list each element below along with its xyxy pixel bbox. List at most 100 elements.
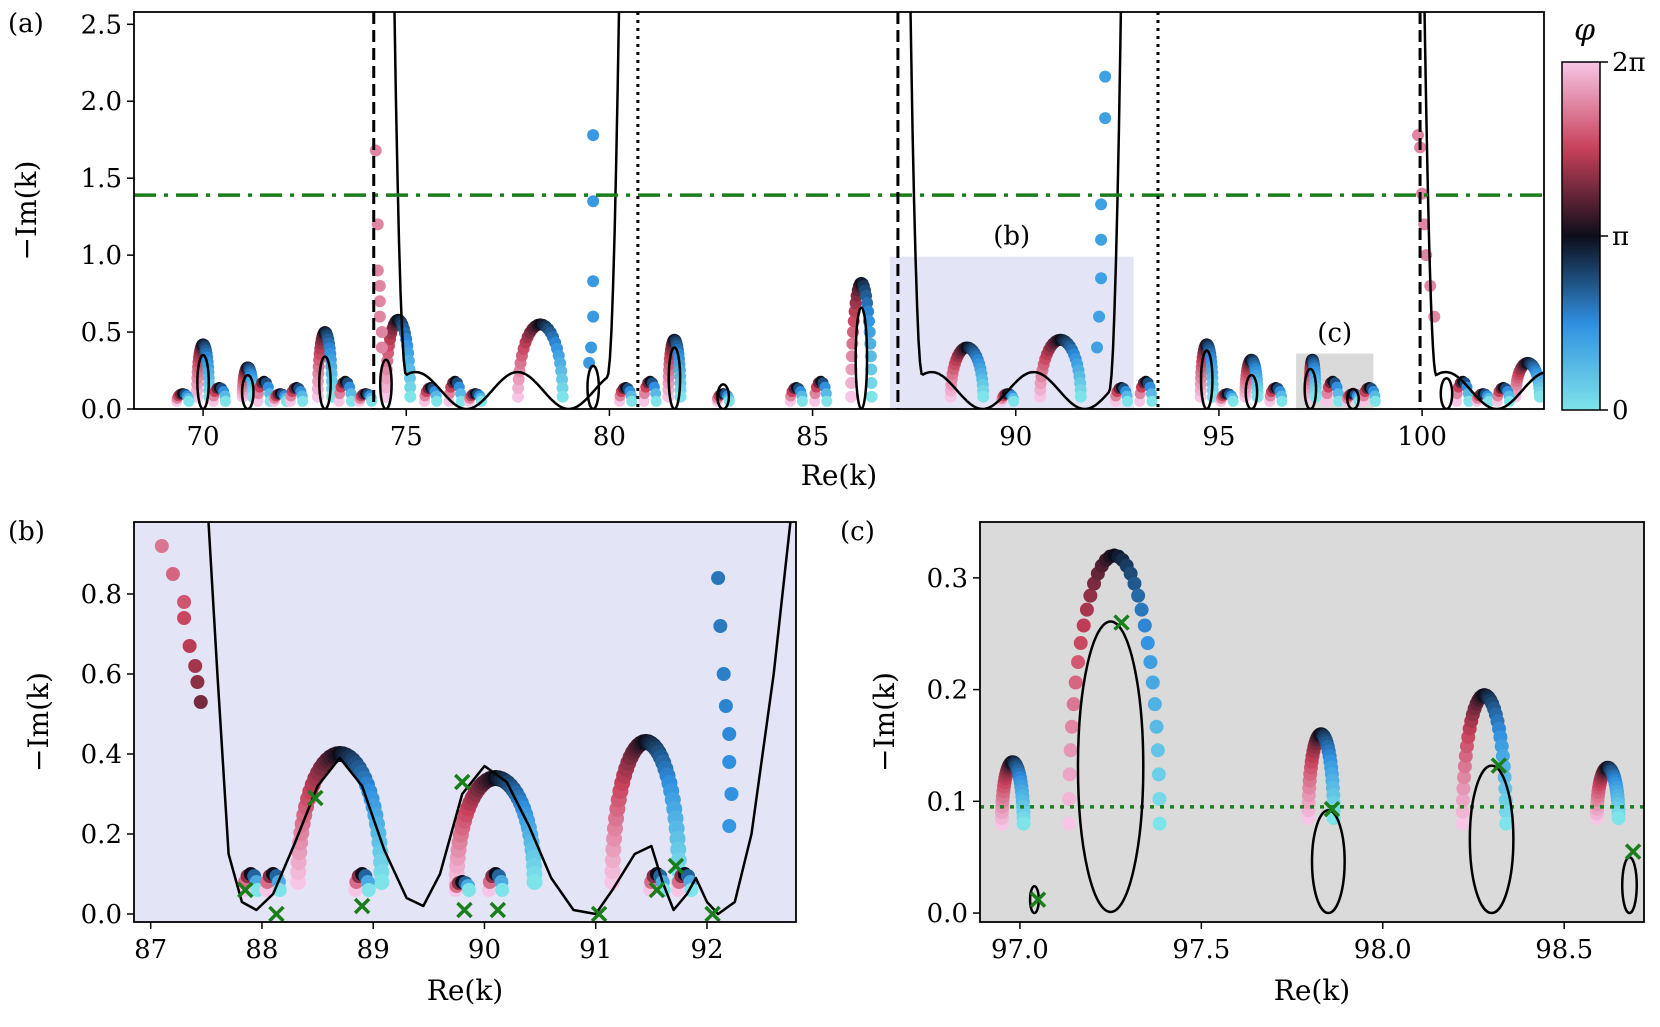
x-tick-label: 89 — [357, 935, 390, 965]
y-axis-label: −Im(k) — [22, 672, 55, 772]
black-curve — [909, 12, 1123, 409]
data-point — [1428, 310, 1441, 323]
y-tick-label: 0.2 — [81, 820, 122, 850]
data-point — [1533, 390, 1544, 403]
data-point — [1074, 390, 1087, 403]
plot-area — [134, 12, 1544, 409]
y-tick-label: 2.5 — [81, 10, 122, 40]
data-point — [455, 395, 467, 407]
data-point — [865, 376, 878, 389]
data-point — [1276, 395, 1288, 407]
data-point — [796, 395, 808, 407]
data-point — [1083, 588, 1098, 603]
y-tick-label: 2.0 — [81, 87, 122, 117]
data-point — [1063, 743, 1078, 758]
data-point — [1062, 791, 1077, 806]
data-point — [1149, 719, 1164, 734]
marker-x — [489, 901, 507, 919]
data-point — [361, 883, 376, 897]
data-point — [373, 279, 386, 292]
data-point — [1016, 816, 1031, 831]
x-tick-label: 98.5 — [1535, 935, 1593, 965]
y-tick-label: 0.3 — [927, 564, 968, 594]
panel-c: 97.0 97.5 98.0 98.5 0.0 0.1 0.2 0.3 Re(k) −Im(k) (… — [840, 517, 1645, 1007]
data-point — [1062, 767, 1077, 782]
plot-area — [154, 522, 792, 922]
marker-x — [667, 857, 685, 875]
y-axis-label: −Im(k) — [868, 672, 901, 772]
black-curve — [1423, 12, 1544, 409]
data-point — [188, 659, 203, 673]
inset-region-label: (b) — [993, 222, 1030, 252]
y-tick-label: 1.5 — [81, 164, 122, 194]
marker-x — [648, 881, 666, 899]
data-point — [1146, 395, 1158, 407]
panel-label: (b) — [8, 517, 45, 547]
data-point — [373, 874, 390, 890]
marker-x — [1624, 843, 1642, 860]
y-tick-label: 0.2 — [927, 676, 968, 706]
axes-frame — [979, 521, 1645, 923]
data-point — [1333, 395, 1345, 407]
data-point — [375, 341, 388, 354]
data-point — [1079, 602, 1094, 617]
x-tick-label: 97.0 — [991, 935, 1049, 965]
data-point — [1369, 395, 1381, 407]
x-tick-label: 92 — [690, 935, 723, 965]
data-point — [1152, 791, 1167, 806]
data-point — [404, 381, 417, 394]
data-point — [1095, 272, 1108, 285]
data-point — [373, 295, 386, 308]
data-point — [219, 395, 231, 407]
black-loop — [1310, 809, 1346, 915]
data-point — [1455, 793, 1470, 808]
data-point — [190, 675, 205, 689]
data-point — [1099, 70, 1112, 83]
x-tick-label: 90 — [468, 935, 501, 965]
data-point — [1151, 767, 1166, 782]
colorbar-label: φ — [1574, 13, 1595, 48]
data-point — [1127, 576, 1142, 591]
data-point — [511, 390, 524, 403]
marker-x — [1490, 757, 1508, 774]
data-point — [626, 395, 638, 407]
marker-x — [590, 905, 608, 922]
y-axis-label: −Im(k) — [10, 161, 43, 261]
data-point — [1611, 811, 1626, 826]
data-point — [1061, 816, 1076, 831]
data-point — [1457, 770, 1472, 785]
black-loop — [318, 355, 332, 409]
black-loop — [1468, 764, 1515, 915]
marker-x — [456, 901, 473, 919]
panel-b: 87 88 89 90 91 92 0.0 0.2 0.4 0.6 0.8 Re(k) −Im(k) (b… — [8, 517, 797, 1007]
black-curve — [393, 12, 621, 409]
data-point — [1095, 198, 1108, 211]
data-point — [718, 699, 733, 713]
inset-region-label: (c) — [1317, 319, 1352, 349]
data-point — [865, 390, 878, 403]
data-point — [1143, 655, 1158, 670]
data-point — [585, 341, 598, 354]
data-point — [1068, 675, 1083, 690]
data-point — [722, 819, 737, 833]
data-point — [716, 667, 731, 681]
data-point — [556, 390, 569, 403]
black-loop — [586, 364, 601, 409]
data-point — [1064, 719, 1079, 734]
data-point — [722, 727, 737, 741]
data-point — [1122, 395, 1134, 407]
data-point — [1227, 395, 1239, 407]
data-point — [724, 787, 739, 801]
panel-label: (a) — [8, 9, 44, 39]
data-point — [1099, 112, 1112, 125]
black-curve — [207, 522, 792, 916]
data-point — [587, 310, 600, 323]
x-tick-label: 75 — [390, 422, 423, 452]
data-point — [1131, 588, 1146, 603]
y-tick-label: 0.0 — [81, 900, 122, 930]
x-tick-label: 95 — [1202, 422, 1235, 452]
data-point — [977, 390, 990, 403]
inset-region — [889, 256, 1134, 409]
data-point — [182, 639, 197, 653]
